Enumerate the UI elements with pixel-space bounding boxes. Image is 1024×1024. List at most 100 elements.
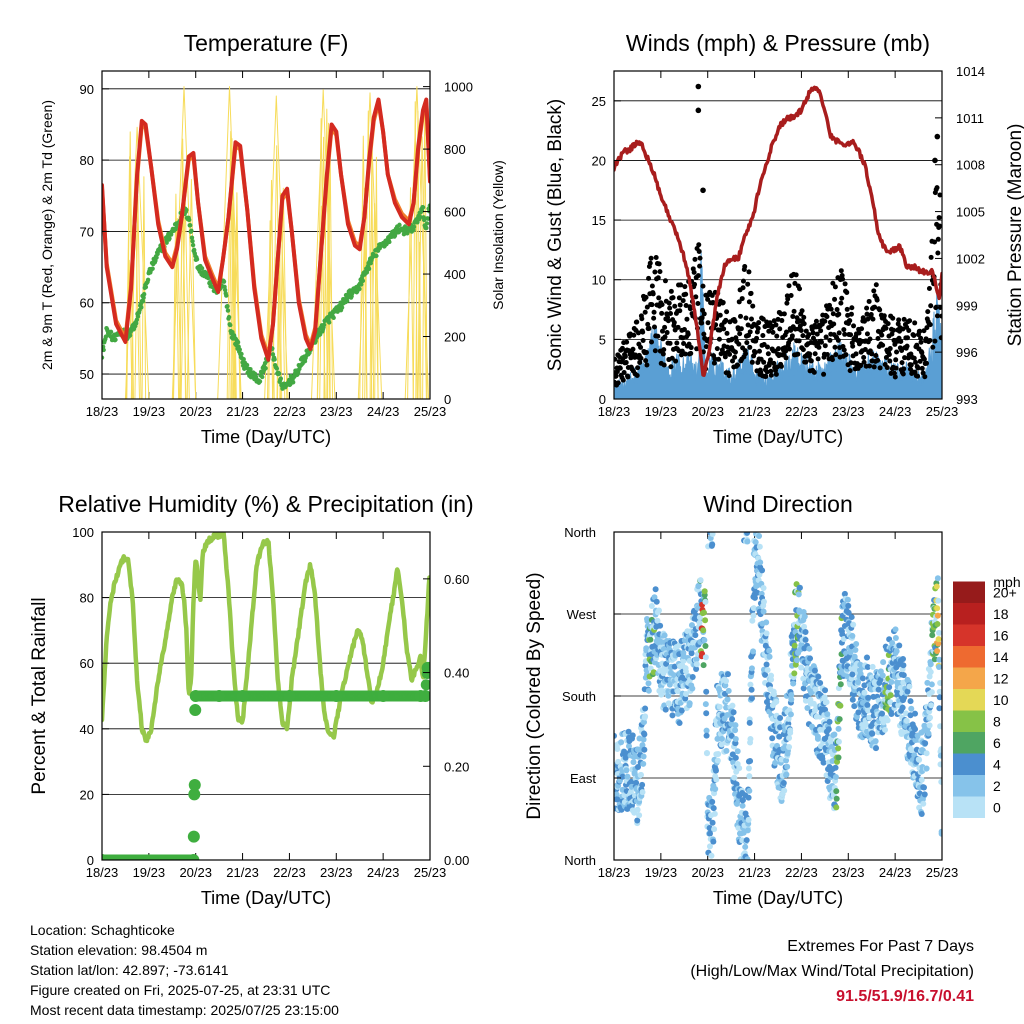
gust-point (810, 335, 816, 341)
temp-ytick-label-left: 90 (80, 82, 94, 97)
gust-point (763, 374, 769, 380)
wind-direction-point (786, 743, 793, 750)
gust-point (744, 340, 750, 346)
speed-legend-swatch (953, 710, 985, 732)
winds-ytick-label-left: 15 (592, 213, 606, 228)
wind-direction-point (642, 713, 649, 720)
gust-point (905, 335, 911, 341)
wind-direction-point (847, 681, 854, 688)
figure-created: Figure created on Fri, 2025-07-25, at 23… (30, 982, 331, 998)
speed-legend: mph 0 2 4 6 8 10 12 14 16 18 20+ (953, 574, 1021, 818)
gust-point (791, 308, 797, 314)
gust-point (807, 351, 813, 357)
gust-point (907, 318, 913, 324)
wind-direction-point (837, 681, 844, 688)
dewpoint-point (190, 242, 196, 248)
gust-point (662, 278, 668, 284)
dewpoint-point (321, 322, 327, 328)
dir-plot-area (614, 532, 942, 860)
solar-insolation-line (357, 92, 383, 399)
gust-point (754, 335, 760, 341)
wind-direction-point (791, 642, 798, 649)
wind-direction-point (835, 738, 842, 745)
gust-point (677, 302, 683, 308)
dewpoint-point (418, 214, 423, 220)
dir-xtick-label: 23/23 (832, 865, 865, 880)
rh-ytick-label-right: 0.60 (444, 572, 469, 587)
wind-direction-point (873, 745, 880, 752)
gust-point (793, 272, 799, 278)
wind-direction-point (849, 671, 856, 678)
gust-point (777, 326, 783, 332)
rainfall-point (102, 854, 108, 860)
solar-insolation-line (319, 136, 329, 399)
gust-point (730, 358, 736, 364)
dewpoint-point (272, 357, 277, 362)
gust-point (645, 321, 651, 327)
wind-direction-point (745, 765, 752, 772)
wind-direction-point (929, 632, 936, 639)
station-info: Location: Schaghticoke Station elevation… (30, 920, 339, 1020)
dewpoint-point (226, 314, 232, 320)
gust-point (696, 242, 702, 248)
temp-xtick-label: 20/23 (179, 404, 212, 419)
wind-direction-point (886, 684, 893, 691)
wind-direction-point (732, 727, 739, 734)
wind-direction-point (714, 757, 721, 764)
wind-direction-point (768, 676, 775, 683)
wind-direction-point (747, 758, 754, 765)
wind-direction-point (710, 838, 717, 845)
wind-direction-point (614, 745, 621, 752)
gust-point (726, 373, 732, 379)
gust-point (835, 337, 841, 343)
wind-direction-point (747, 681, 754, 688)
wind-direction-point (839, 631, 846, 638)
wind-direction-point (654, 617, 661, 624)
gust-point (709, 292, 715, 298)
wind-direction-point (746, 773, 753, 780)
wind-direction-point (781, 787, 788, 794)
gust-point (617, 365, 623, 371)
gust-point (939, 313, 942, 319)
wind-direction-point (640, 736, 647, 743)
gust-point (646, 325, 652, 331)
gust-point (859, 326, 865, 332)
dewpoint-point (103, 334, 109, 339)
gust-point (659, 302, 665, 308)
wind-direction-point (697, 577, 704, 584)
wind-direction-point (865, 707, 872, 714)
wind-direction-point (709, 541, 716, 548)
wind-direction-point (769, 735, 776, 742)
gust-point (884, 365, 890, 371)
wind-direction-point (784, 763, 791, 770)
wind-direction-point (623, 767, 630, 774)
gust-point (745, 281, 751, 287)
rainfall-point (189, 704, 202, 717)
wind-direction-point (760, 598, 767, 605)
solar-insolation-line (311, 89, 336, 399)
gust-point (719, 347, 725, 353)
gust-point (800, 347, 806, 353)
temp-plot-area (102, 86, 430, 399)
gust-point (643, 349, 649, 355)
gust-point (867, 363, 873, 369)
wind-direction-point (642, 705, 649, 712)
wind-direction-point (693, 666, 700, 673)
wind-direction-point (912, 726, 919, 733)
gust-point (932, 338, 938, 344)
gust-point (875, 335, 881, 341)
speed-legend-swatch (953, 646, 985, 668)
wind-direction-point (639, 789, 646, 796)
gust-point (808, 358, 814, 364)
winds-ytick-label-right: 1002 (956, 251, 985, 266)
wind-direction-point (723, 677, 730, 684)
gust-point (920, 370, 926, 376)
wind-direction-point (937, 679, 942, 686)
gust-point (630, 346, 636, 352)
gust-point (850, 343, 856, 349)
gust-point (932, 157, 938, 164)
gust-point (661, 347, 667, 353)
temp-xtick-label: 18/23 (86, 404, 119, 419)
wind-direction-point (703, 710, 710, 717)
speed-legend-swatch (953, 775, 985, 797)
